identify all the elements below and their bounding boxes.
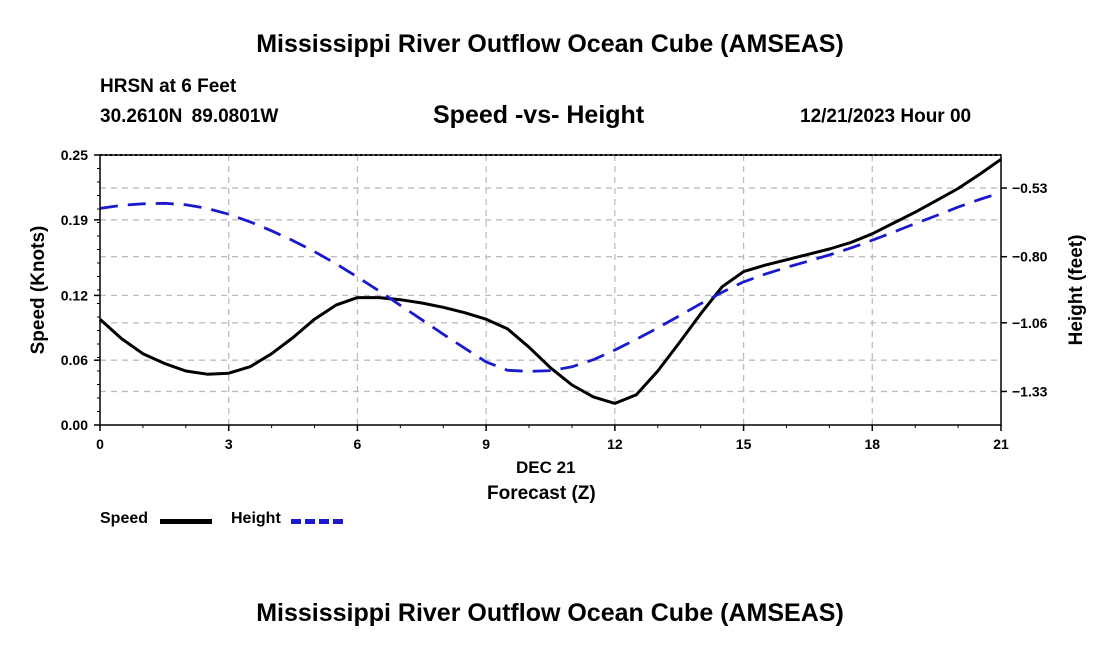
y-left-tick-label: 0.00 — [61, 417, 88, 433]
chart-subtitle: Speed -vs- Height — [433, 101, 645, 129]
station-coordinates: 30.2610N 89.0801W — [100, 106, 279, 127]
legend-height-label: Height — [231, 510, 281, 527]
x-tick-label: 12 — [607, 436, 623, 452]
station-name: HRSN at 6 Feet — [100, 76, 237, 97]
main-title: Mississippi River Outflow Ocean Cube (AM… — [256, 30, 844, 58]
x-tick-label: 3 — [225, 436, 233, 452]
x-axis-title: Forecast (Z) — [487, 483, 596, 504]
y-left-tick-label: 0.06 — [61, 352, 88, 368]
legend-speed-label: Speed — [100, 510, 149, 527]
height-series-line — [99, 191, 1002, 373]
legend-speed-swatch — [160, 519, 212, 524]
forecast-datetime: 12/21/2023 Hour 00 — [800, 106, 972, 127]
plot-frame — [99, 154, 1002, 426]
y-axis-right-title: Height (feet) — [1066, 235, 1087, 346]
footer-title: Mississippi River Outflow Ocean Cube (AM… — [256, 599, 844, 627]
y-left-tick-label: 0.25 — [61, 147, 88, 163]
grid-layer — [100, 155, 1001, 425]
series-layer — [98, 158, 1002, 405]
x-tick-label: 18 — [864, 436, 880, 452]
y-right-tick-label: −0.80 — [1012, 249, 1048, 265]
y-left-tick-label: 0.19 — [61, 212, 88, 228]
legend-height-swatch — [291, 519, 343, 524]
y-right-tick-label: −0.53 — [1012, 180, 1048, 196]
y-left-tick-label: 0.12 — [61, 287, 88, 303]
x-tick-label: 9 — [482, 436, 490, 452]
y-right-tick-label: −1.33 — [1012, 383, 1048, 399]
x-tick-label: 15 — [736, 436, 752, 452]
x-tick-label: 0 — [96, 436, 104, 452]
ticks-layer: 0 3 6 9 12 15 18 21 0.00 0.06 0.12 0.19 0.25 −0.53 −0.… — [61, 147, 1048, 452]
x-axis-date-label: DEC 21 — [516, 458, 576, 477]
y-right-tick-label: −1.06 — [1012, 315, 1048, 331]
speed-series-line — [98, 158, 1002, 405]
x-tick-label: 21 — [993, 436, 1009, 452]
x-tick-label: 6 — [354, 436, 362, 452]
y-axis-left-title: Speed (Knots) — [28, 226, 49, 355]
